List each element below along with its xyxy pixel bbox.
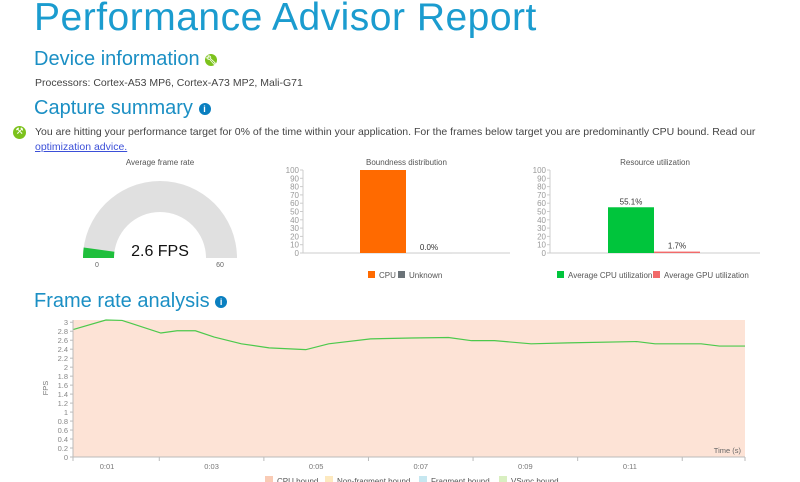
processors-text: Processors: Cortex-A53 MP6, Cortex-A73 M… — [35, 77, 303, 89]
y-tick-label: 0.2 — [58, 444, 68, 453]
y-tick-label: 0 — [542, 249, 547, 258]
legend-swatch — [398, 271, 405, 278]
legend-swatch — [499, 476, 507, 482]
y-tick-label: 40 — [537, 216, 546, 225]
y-tick-label: 60 — [537, 199, 546, 208]
legend-label: Fragment bound — [431, 477, 490, 482]
legend-swatch — [265, 476, 273, 482]
resource-utilization-chart: Resource utilization01020304050607080901… — [533, 158, 760, 280]
data-label: 0.0% — [420, 243, 438, 252]
gauge-track — [83, 181, 237, 258]
wrench-icon[interactable]: 🔧︎ — [205, 53, 218, 66]
y-tick-label: 1.4 — [58, 390, 68, 399]
y-tick-label: 2 — [64, 363, 68, 372]
legend-label: CPU — [379, 271, 396, 280]
capture-summary-heading: Capture summary i — [34, 97, 211, 120]
y-tick-label: 70 — [537, 191, 546, 200]
gauge-title: Average frame rate — [126, 158, 195, 167]
y-tick-label: 70 — [290, 191, 299, 200]
x-tick-label: 0:05 — [309, 462, 324, 471]
y-tick-label: 0.6 — [58, 426, 68, 435]
frame-rate-chart: 00.20.40.60.811.21.41.61.822.22.42.62.83… — [41, 318, 746, 482]
legend-label: VSync bound — [511, 477, 559, 482]
y-tick-label: 1.6 — [58, 381, 68, 390]
frame-rate-heading-text: Frame rate analysis — [34, 290, 210, 312]
legend-label: Average CPU utilization — [568, 271, 652, 280]
y-tick-label: 50 — [537, 208, 546, 217]
y-tick-label: 100 — [533, 166, 547, 175]
y-tick-label: 50 — [290, 208, 299, 217]
y-tick-label: 2.8 — [58, 327, 68, 336]
y-tick-label: 80 — [290, 183, 299, 192]
y-tick-label: 60 — [290, 199, 299, 208]
summary-text: You are hitting your performance target … — [35, 126, 756, 138]
y-tick-label: 1 — [64, 408, 68, 417]
page-title: Performance Advisor Report — [34, 0, 537, 39]
optimization-advice-link[interactable]: optimization advice. — [35, 141, 128, 153]
legend-label: Average GPU utilization — [664, 271, 749, 280]
y-tick-label: 2.2 — [58, 354, 68, 363]
device-info-heading-text: Device information — [34, 48, 200, 70]
y-tick-label: 10 — [537, 241, 546, 250]
x-tick-label: 0:09 — [518, 462, 533, 471]
y-tick-label: 30 — [290, 224, 299, 233]
gauge-min-label: 0 — [95, 262, 99, 269]
bar — [654, 251, 700, 253]
x-tick-label: 0:01 — [100, 462, 115, 471]
legend-label: CPU bound — [277, 477, 318, 482]
chart-title: Boundness distribution — [366, 158, 447, 167]
x-tick-label: 0:11 — [623, 462, 637, 471]
legend-label: Non-fragment bound — [337, 477, 410, 482]
x-tick-label: 0:03 — [204, 462, 219, 471]
legend-swatch — [368, 271, 375, 278]
y-tick-label: 1.8 — [58, 372, 68, 381]
bar — [608, 207, 654, 253]
frame-rate-analysis-heading: Frame rate analysis i — [34, 290, 228, 313]
y-tick-label: 90 — [290, 174, 299, 183]
chart-title: Resource utilization — [620, 158, 690, 167]
gauge-fill — [83, 247, 115, 258]
legend-label: Unknown — [409, 271, 442, 280]
gauge-value: 2.6 FPS — [131, 243, 189, 260]
y-tick-label: 100 — [286, 166, 300, 175]
summary-charts: Average frame rate 2.6 FPS 0 60 Boundnes… — [83, 158, 760, 280]
bar — [360, 170, 406, 253]
y-tick-label: 80 — [537, 183, 546, 192]
boundness-distribution-chart: Boundness distribution 010203040506070809… — [286, 158, 510, 280]
capture-summary-heading-text: Capture summary — [34, 97, 193, 119]
legend-swatch — [557, 271, 564, 278]
legend-swatch — [325, 476, 333, 482]
info-icon[interactable]: i — [215, 295, 228, 308]
info-icon[interactable]: i — [198, 102, 211, 115]
y-tick-label: 20 — [290, 232, 299, 241]
y-tick-label: 0.4 — [58, 435, 68, 444]
x-tick-label: 0:07 — [413, 462, 428, 471]
device-info-heading: Device information 🔧︎ — [34, 48, 218, 71]
y-tick-label: 0.8 — [58, 417, 68, 426]
summary-message: You are hitting your performance target … — [35, 125, 775, 155]
y-tick-label: 3 — [64, 318, 68, 327]
y-tick-label: 30 — [537, 224, 546, 233]
plot-background — [73, 320, 745, 457]
y-tick-label: 90 — [537, 174, 546, 183]
y-tick-label: 1.2 — [58, 399, 68, 408]
y-axis-label: FPS — [41, 381, 50, 396]
x-axis-label: Time (s) — [714, 446, 742, 455]
y-tick-label: 0 — [64, 453, 68, 462]
y-tick-label: 0 — [295, 249, 300, 258]
y-tick-label: 20 — [537, 232, 546, 241]
gauge-max-label: 60 — [216, 262, 224, 269]
average-frame-rate-gauge: Average frame rate 2.6 FPS 0 60 — [83, 158, 237, 269]
wrench-icon: ⚒ — [13, 126, 26, 139]
data-label: 1.7% — [668, 242, 686, 251]
y-tick-label: 2.6 — [58, 336, 68, 345]
y-tick-label: 10 — [290, 241, 299, 250]
data-label: 55.1% — [620, 197, 643, 206]
legend-swatch — [419, 476, 427, 482]
legend-swatch — [653, 271, 660, 278]
y-tick-label: 40 — [290, 216, 299, 225]
y-tick-label: 2.4 — [58, 345, 68, 354]
